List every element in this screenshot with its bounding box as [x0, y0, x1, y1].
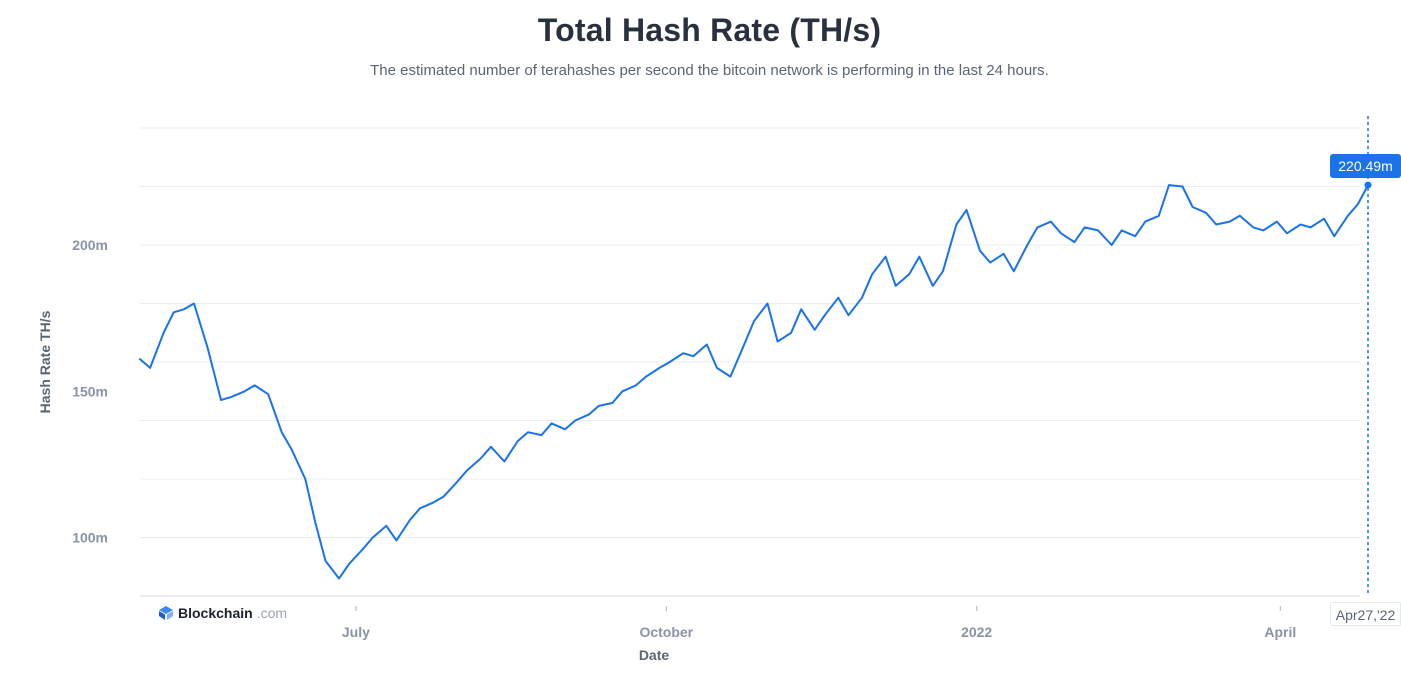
chart-title: Total Hash Rate (TH/s): [537, 12, 882, 48]
x-tick-label: October: [639, 624, 693, 640]
y-axis-title: Hash Rate TH/s: [37, 310, 53, 413]
grid-lines: [140, 127, 1360, 597]
x-tick-label: 2022: [961, 624, 992, 640]
x-tick-label: July: [342, 624, 370, 640]
date-tooltip: Apr27,'22: [1330, 602, 1401, 626]
brand-suffix: .com: [256, 605, 288, 621]
y-axis: 100m 150m 200m: [72, 237, 108, 546]
y-tick-label: 200m: [72, 237, 108, 253]
x-axis-title: Date: [639, 647, 670, 663]
blockchain-cube-icon: [159, 606, 173, 620]
hover-point: [1364, 181, 1372, 189]
y-tick-label: 150m: [72, 383, 108, 399]
y-tick-label: 100m: [72, 530, 108, 546]
x-axis: July October 2022 April: [342, 606, 1296, 640]
value-tooltip: 220.49m: [1330, 154, 1401, 178]
x-tick-label: April: [1264, 624, 1296, 640]
brand-name: Blockchain: [178, 605, 253, 621]
hash-rate-series-line: [139, 184, 1369, 580]
chart-subtitle: The estimated number of terahashes per s…: [370, 62, 1049, 79]
blockchain-logo[interactable]: Blockchain .com: [158, 605, 287, 621]
